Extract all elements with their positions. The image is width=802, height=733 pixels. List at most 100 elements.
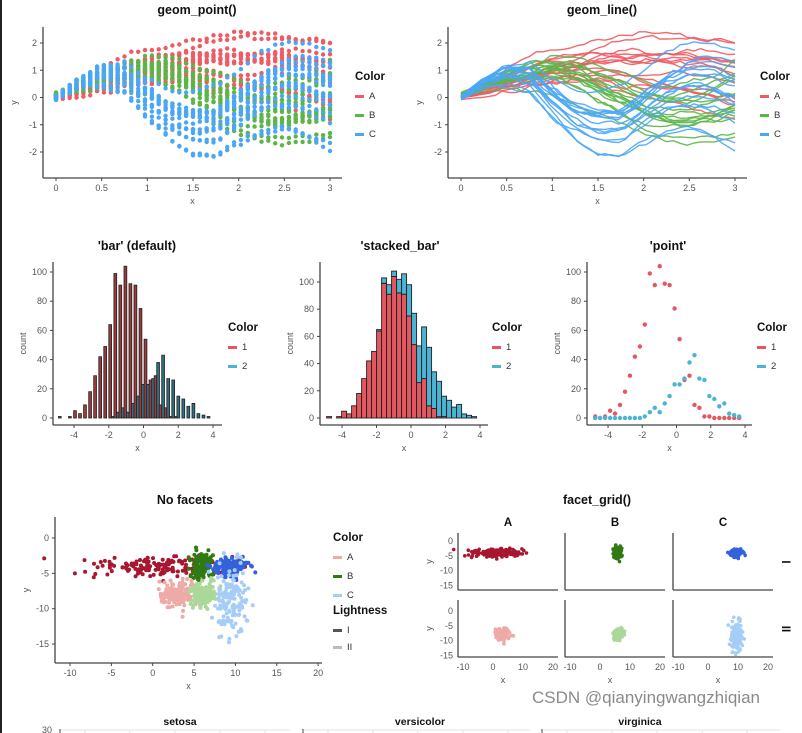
point-A-I [476,553,481,557]
bar-series-2 [406,284,413,317]
point-A [197,61,202,67]
point-C [252,108,257,114]
point-A [245,56,250,61]
point-A [197,53,202,58]
point-B [204,75,209,80]
point-C [245,61,250,66]
point-C [101,81,107,87]
point-B-II [208,585,213,590]
point-B [252,124,257,129]
bar-series-1 [371,350,378,419]
point-C [149,109,155,114]
point-C [245,83,250,88]
y-axis-label: count [285,332,295,355]
point-C [225,120,230,126]
point-C-II [210,615,214,620]
point-B [204,68,209,73]
watermark-text: CSDN @qianyingwangzhiqian [532,688,760,707]
point-C [314,61,319,67]
point-C [307,55,312,60]
point-C [156,125,161,131]
point-C-II [730,644,734,648]
x-tick-label: -10 [671,662,684,672]
x-tick-label: 2 [443,430,448,440]
point-C [183,113,189,119]
bar-series-1 [108,324,113,419]
point-C-I [216,564,221,569]
point-C-II [225,619,230,624]
point-B-I [206,548,211,553]
point-A-I [143,557,148,562]
point-A-II [500,629,505,633]
point-B [190,100,196,106]
facet-row-label: II [779,626,791,632]
point-A [211,48,216,53]
point-A [266,55,271,60]
point-B-I [187,558,192,563]
point-A [238,82,244,88]
point-C-II [227,569,232,574]
point-C [115,62,120,67]
bar-series-2 [181,398,186,419]
chart-title: 'bar' (default) [98,239,176,253]
point-C [190,110,196,115]
point-C [170,116,175,121]
point-B-II [207,582,212,587]
point-B [279,90,285,95]
legend-title: Color [760,71,791,83]
bar-series-1 [73,410,77,419]
point-A [293,108,298,113]
bar-series-2 [176,395,181,419]
point-C [204,153,209,158]
point-B-II [622,629,627,633]
y-tick-label: 80 [571,296,581,306]
point-A [183,38,189,43]
point-A [88,93,93,98]
point-C-II [219,574,224,579]
point-B [197,91,202,96]
point-series-1 [622,389,628,394]
point-A [81,94,86,99]
point-B [197,102,202,107]
point-C-II [738,627,742,632]
point-C [156,115,161,120]
point-C [149,114,155,119]
bar-series-2 [196,413,201,419]
point-C-II [244,618,249,623]
point-C [286,126,292,131]
point-A [225,33,230,38]
point-C [204,137,209,142]
point-C [197,115,202,120]
point-C [252,87,257,93]
point-A-I [151,556,155,561]
point-A [74,95,79,100]
point-B [204,103,209,109]
point-B-I [198,573,203,578]
point-C [320,82,326,88]
point-A [245,77,250,82]
point-C [238,106,244,111]
bar-series-1 [98,356,103,419]
point-series-1 [647,271,652,276]
legend-swatch [333,556,342,559]
x-tick-label: -10 [456,662,469,672]
line-B [460,67,736,105]
point-series-2 [597,415,603,421]
point-A-II [511,633,516,638]
point-C [320,91,326,96]
point-C-I [216,571,221,576]
point-A-I [160,557,165,562]
x-tick-label: -4 [70,430,78,440]
point-series-2 [667,393,672,399]
point-series-1 [692,402,697,408]
point-A [183,57,189,62]
point-A [238,54,244,59]
point-B [149,53,155,58]
point-C [252,133,257,138]
point-B [190,85,196,91]
point-C [197,131,202,136]
point-B [163,54,168,59]
point-B [136,64,141,69]
point-B [163,82,168,88]
point-B [266,135,271,140]
